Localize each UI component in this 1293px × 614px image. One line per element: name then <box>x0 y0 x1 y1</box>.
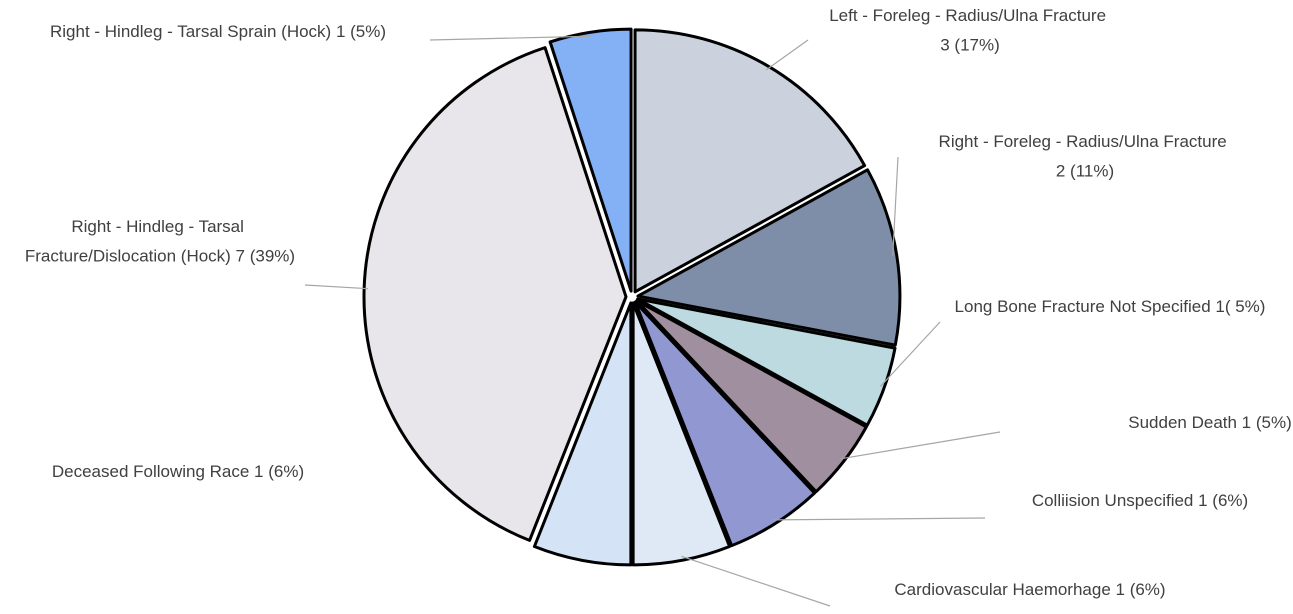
label-line: 3 (17%) <box>940 36 1000 55</box>
label-line: Right - Hindleg - Tarsal Sprain (Hock) 1… <box>50 22 386 41</box>
label-line: Deceased Following Race 1 (6%) <box>52 462 304 481</box>
slice-label: Cardiovascular Haemorhage 1 (6%) <box>894 580 1165 599</box>
label-line: Long Bone Fracture Not Specified 1( 5%) <box>955 297 1266 316</box>
slice-label: Deceased Following Race 1 (6%) <box>52 462 304 481</box>
leader-line <box>773 517 986 521</box>
label-line: Right - Foreleg - Radius/Ulna Fracture <box>939 132 1232 151</box>
slice-label: Left - Foreleg - Radius/Ulna Fracture 3 … <box>829 6 1111 55</box>
label-line: 2 (11%) <box>1056 162 1114 181</box>
slice-label: Right - Foreleg - Radius/Ulna Fracture 2… <box>939 132 1232 181</box>
pie-slice <box>635 299 868 494</box>
slice-label: Sudden Death 1 (5%) <box>1128 413 1292 432</box>
leader-line <box>892 156 899 256</box>
label-line: Left - Foreleg - Radius/Ulna Fracture <box>829 6 1111 25</box>
leader-line <box>879 321 941 387</box>
label-line: Sudden Death 1 (5%) <box>1128 413 1292 432</box>
label-line: Fracture/Dislocation (Hock) 7 (39%) <box>25 247 295 266</box>
slice-label: Right - Hindleg - Tarsal Fracture/Disloc… <box>25 217 295 266</box>
label-line: Colliision Unspecified 1 (6%) <box>1032 491 1248 510</box>
pie-slice <box>548 27 633 293</box>
leader-line <box>429 35 591 41</box>
leader-line <box>840 431 1001 460</box>
pie-slice <box>532 301 633 567</box>
label-line: Cardiovascular Haemorhage 1 (6%) <box>894 580 1165 599</box>
leader-line <box>304 284 369 290</box>
slice-label: Right - Hindleg - Tarsal Sprain (Hock) 1… <box>50 22 386 41</box>
pie-slice <box>636 297 897 427</box>
pie-slice <box>636 168 902 347</box>
slice-label: Colliision Unspecified 1 (6%) <box>1032 491 1248 510</box>
pie-slice <box>633 300 817 548</box>
slice-label: Long Bone Fracture Not Specified 1( 5%) <box>955 297 1266 316</box>
leader-line <box>766 39 809 71</box>
pie-slice <box>633 28 867 294</box>
pie-slice <box>631 301 732 567</box>
leader-line <box>681 555 831 607</box>
label-line: Right - Hindleg - Tarsal <box>71 217 248 236</box>
